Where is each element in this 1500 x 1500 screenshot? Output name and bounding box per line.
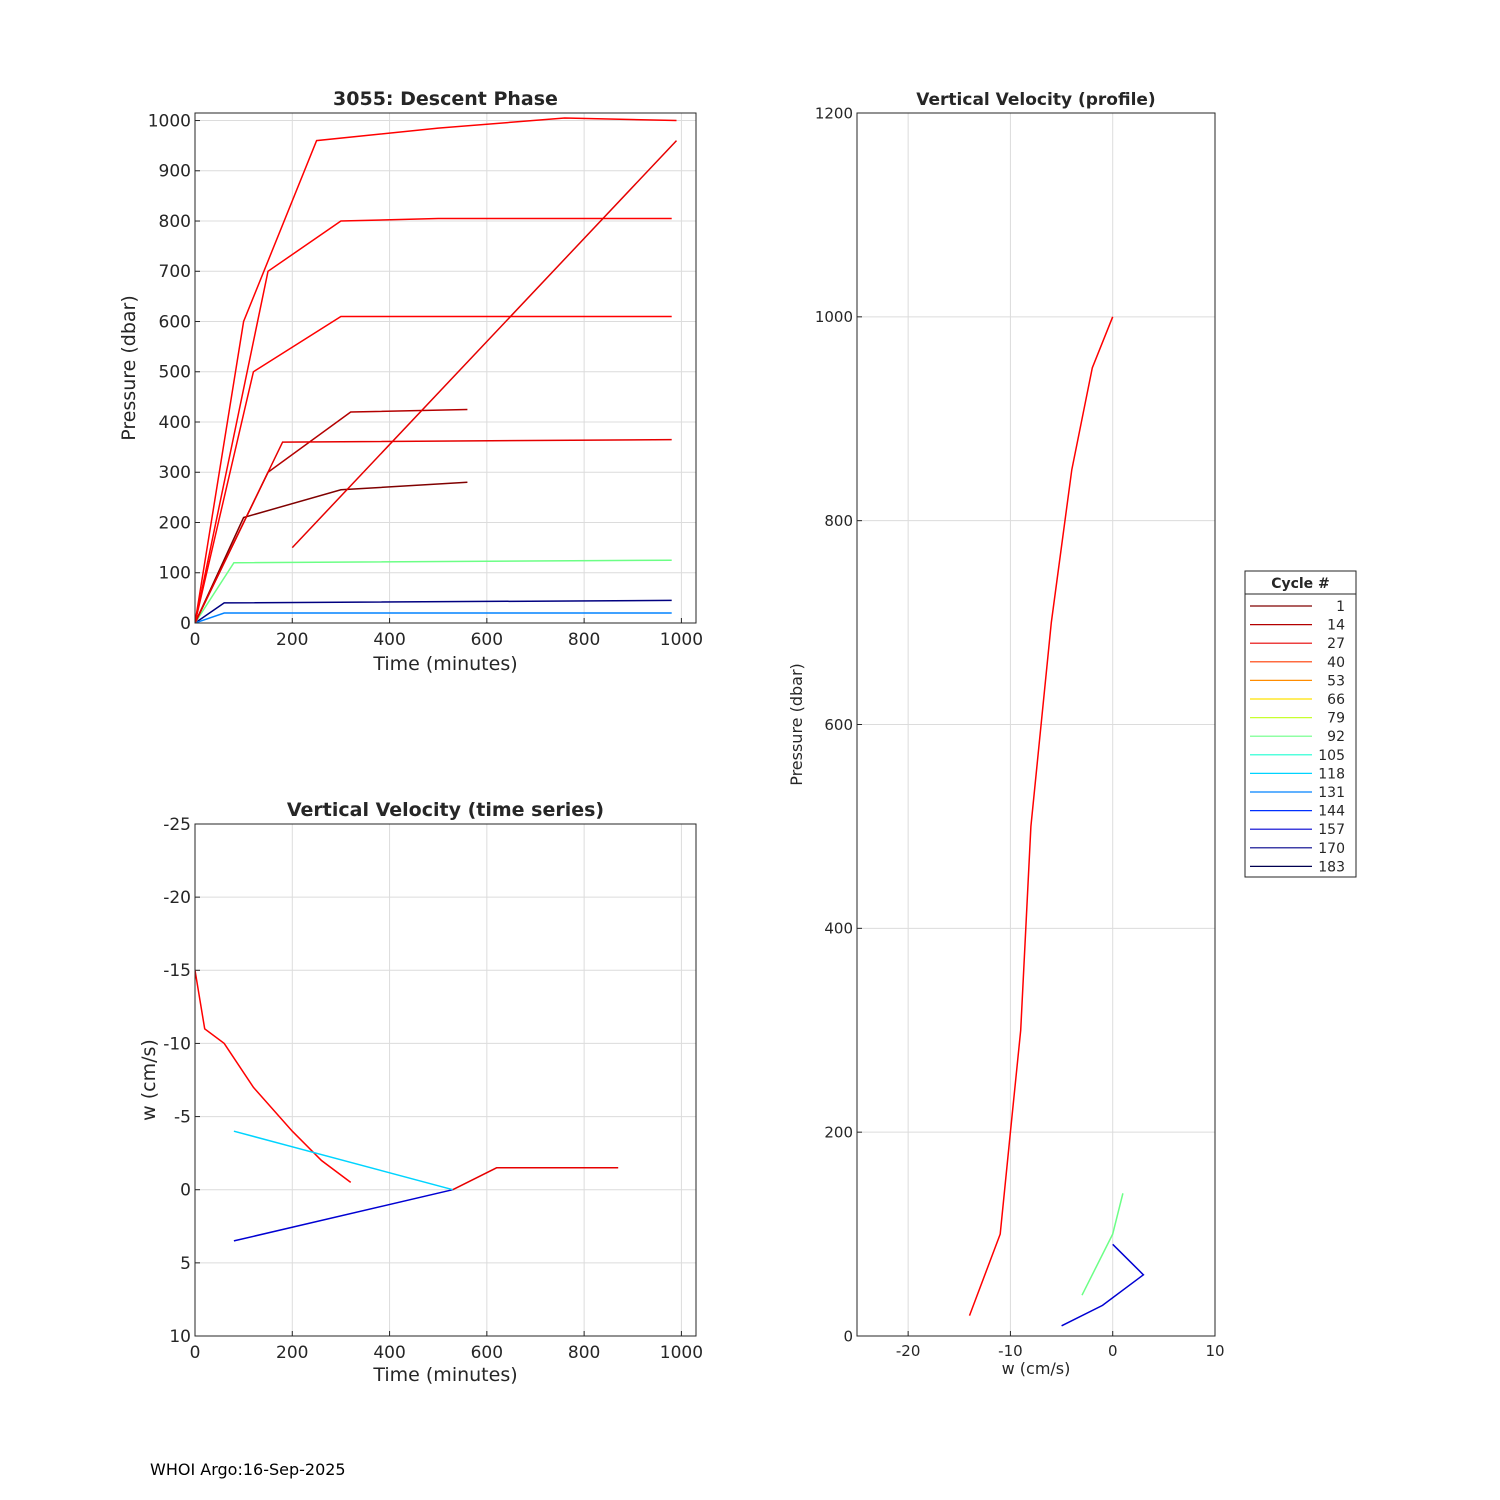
series-line bbox=[195, 117, 677, 623]
legend-label: 105 bbox=[1318, 748, 1345, 764]
legend-box bbox=[1244, 570, 1357, 878]
y-tick-label: -20 bbox=[163, 888, 191, 908]
y-tick-label: 500 bbox=[159, 363, 191, 383]
y-tick-label: 400 bbox=[159, 413, 191, 433]
legend-title: Cycle # bbox=[1271, 576, 1330, 592]
series-line bbox=[233, 1188, 453, 1242]
series-group bbox=[195, 117, 678, 623]
series-line bbox=[452, 1167, 619, 1191]
series-line bbox=[195, 438, 672, 623]
y-tick-label: 0 bbox=[180, 614, 191, 634]
chart-title: Vertical Velocity (profile) bbox=[916, 90, 1155, 110]
series-group bbox=[968, 316, 1145, 1327]
y-tick-label: 0 bbox=[180, 1181, 191, 1201]
x-tick-label: 10 bbox=[1205, 1342, 1224, 1360]
x-tick-label: -20 bbox=[896, 1342, 921, 1360]
series-line bbox=[195, 970, 352, 1184]
x-tick-label: 1000 bbox=[660, 630, 703, 650]
legend-label: 53 bbox=[1327, 673, 1345, 689]
legend-label: 131 bbox=[1318, 785, 1345, 801]
x-tick-label: 0 bbox=[190, 630, 201, 650]
axes-box bbox=[194, 112, 697, 624]
y-tick-label: 100 bbox=[159, 564, 191, 584]
legend-label: 79 bbox=[1327, 711, 1345, 727]
footer-credit: WHOI Argo:16-Sep-2025 bbox=[150, 1460, 346, 1479]
axes-box bbox=[194, 823, 697, 1337]
x-tick-label: 0 bbox=[1108, 1342, 1118, 1360]
x-axis-label: Time (minutes) bbox=[372, 653, 517, 675]
legend-label: 1 bbox=[1336, 599, 1345, 615]
y-tick-label: 1000 bbox=[815, 308, 853, 326]
x-tick-label: 1000 bbox=[660, 1343, 703, 1363]
y-tick-label: 10 bbox=[169, 1327, 191, 1347]
legend-label: 14 bbox=[1327, 618, 1345, 634]
y-tick-label: 600 bbox=[159, 312, 191, 332]
y-tick-label: 600 bbox=[824, 716, 853, 734]
series-group bbox=[195, 970, 619, 1242]
velocity-timeseries-chart: 0 200 400 600 800 1000 10 5 0 -5 -10 -15 -20 -25 Verti… bbox=[138, 799, 703, 1386]
legend-label: 40 bbox=[1327, 655, 1345, 671]
x-tick-label: 800 bbox=[568, 630, 600, 650]
legend-label: 118 bbox=[1318, 766, 1345, 782]
series-line bbox=[195, 481, 468, 623]
legend-label: 66 bbox=[1327, 692, 1345, 708]
x-tick-label: 400 bbox=[373, 630, 405, 650]
y-tick-label: -15 bbox=[163, 961, 191, 981]
series-line bbox=[195, 612, 672, 623]
series-line bbox=[233, 1130, 453, 1191]
x-tick-label: 800 bbox=[568, 1343, 600, 1363]
chart-title: Vertical Velocity (time series) bbox=[287, 799, 604, 821]
series-line bbox=[195, 217, 672, 623]
y-tick-label: -5 bbox=[174, 1108, 191, 1128]
y-tick-label: 0 bbox=[843, 1327, 853, 1345]
y-tick-label: 1000 bbox=[148, 111, 191, 131]
legend-label: 92 bbox=[1327, 729, 1345, 745]
x-tick-label: 600 bbox=[471, 630, 503, 650]
y-tick-label: -10 bbox=[163, 1034, 191, 1054]
y-axis-label: Pressure (dbar) bbox=[118, 295, 140, 441]
legend-label: 144 bbox=[1318, 804, 1345, 820]
x-axis-label: Time (minutes) bbox=[372, 1364, 517, 1386]
y-tick-label: 200 bbox=[159, 513, 191, 533]
series-line bbox=[1061, 1243, 1145, 1327]
cycle-legend: Cycle # 1 14 27 40 53 66 79 92 105 118 131 144 157 170… bbox=[1244, 570, 1357, 878]
y-tick-label: 200 bbox=[824, 1123, 853, 1141]
y-axis-label: Pressure (dbar) bbox=[787, 663, 806, 786]
series-line bbox=[195, 315, 672, 623]
x-tick-label: 200 bbox=[276, 630, 308, 650]
chart-title: 3055: Descent Phase bbox=[333, 88, 558, 110]
y-tick-label: 1200 bbox=[815, 104, 853, 122]
x-tick-label: 200 bbox=[276, 1343, 308, 1363]
y-tick-label: 800 bbox=[159, 212, 191, 232]
y-tick-label: 400 bbox=[824, 920, 853, 938]
descent-phase-chart: 0 200 400 600 800 1000 0 100 200 300 400 500 600 700 8… bbox=[118, 88, 703, 675]
y-tick-label: -25 bbox=[163, 815, 191, 835]
x-tick-label: 600 bbox=[471, 1343, 503, 1363]
x-tick-label: -10 bbox=[998, 1342, 1023, 1360]
series-line bbox=[195, 559, 672, 623]
x-axis-label: w (cm/s) bbox=[1002, 1359, 1071, 1378]
y-tick-label: 900 bbox=[159, 162, 191, 182]
series-line bbox=[1081, 1193, 1124, 1296]
y-axis-label: w (cm/s) bbox=[138, 1039, 160, 1121]
y-tick-label: 800 bbox=[824, 512, 853, 530]
y-tick-label: 700 bbox=[159, 262, 191, 282]
legend-label: 170 bbox=[1318, 841, 1345, 857]
y-tick-label: 300 bbox=[159, 463, 191, 483]
x-tick-label: 400 bbox=[373, 1343, 405, 1363]
series-line bbox=[968, 316, 1114, 1316]
legend-label: 27 bbox=[1327, 636, 1345, 652]
series-line bbox=[291, 140, 678, 549]
series-line bbox=[195, 599, 672, 623]
y-tick-label: 5 bbox=[180, 1254, 191, 1274]
legend-label: 183 bbox=[1318, 859, 1345, 875]
axes-box bbox=[856, 112, 1216, 1337]
legend-label: 157 bbox=[1318, 822, 1345, 838]
x-tick-label: 0 bbox=[190, 1343, 201, 1363]
